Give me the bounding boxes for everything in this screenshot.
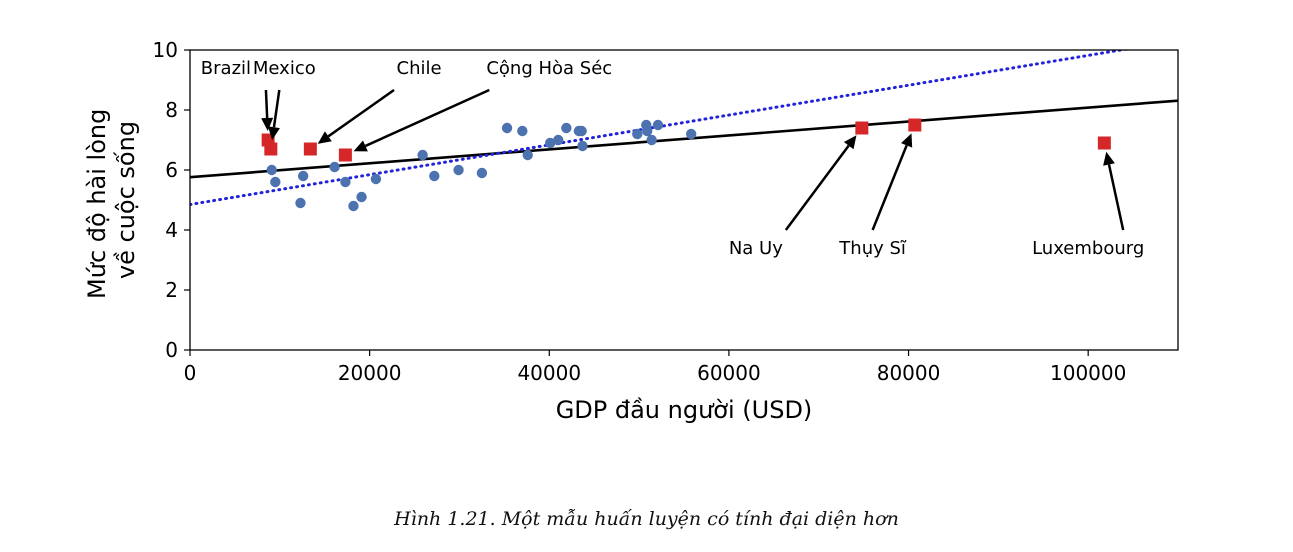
annotation-arrow-line [1107, 164, 1125, 231]
data-point [576, 125, 587, 137]
annotation-arrow-head [268, 126, 280, 141]
highlight-point [908, 118, 922, 132]
y-tick-label: 4 [165, 218, 178, 242]
x-tick-label: 40000 [517, 361, 581, 385]
annotation-arrow-line [871, 144, 908, 231]
data-point [476, 167, 488, 179]
highlight-point [855, 121, 869, 135]
highlight-point [1097, 136, 1111, 150]
annotation-arrow-line [364, 88, 490, 148]
x-axis-label: GDP đầu người (USD) [556, 396, 813, 424]
highlight-point [303, 142, 317, 156]
data-point [266, 164, 277, 176]
annotation-arrow-line [264, 89, 269, 119]
annotation-label: Na Uy [729, 238, 783, 259]
annotation-label: Cộng Hòa Séc [486, 58, 612, 79]
annotation-label: Mexico [253, 58, 316, 79]
annotation-label: Thụy Sĩ [838, 238, 907, 259]
x-tick-label: 0 [184, 361, 197, 385]
data-point [641, 125, 653, 137]
highlight-point [338, 148, 352, 162]
annotation-arrow-line [327, 88, 395, 138]
y-tick-label: 10 [153, 38, 178, 62]
x-tick-label: 20000 [338, 361, 402, 385]
x-tick-label: 80000 [877, 361, 941, 385]
annotation-label: Chile [397, 58, 442, 79]
data-point [632, 128, 643, 140]
y-axis-label-line-2: về cuộc sống [112, 121, 140, 279]
y-tick-label: 2 [165, 278, 178, 302]
data-point [522, 149, 533, 161]
annotation-arrow-head [353, 140, 368, 152]
highlight-point [264, 142, 278, 156]
fit-line-solid [190, 99, 1178, 179]
data-point [429, 170, 440, 182]
data-point [577, 140, 588, 152]
y-tick-label: 0 [165, 338, 178, 362]
data-point [544, 137, 556, 149]
annotation-arrow-head [901, 133, 913, 148]
annotation-arrow-line [784, 144, 850, 231]
x-tick-label: 100000 [1050, 361, 1126, 385]
annotation-label: Luxembourg [1032, 238, 1144, 259]
scatter-chart: Brazil Mexico Chile Cộng Hòa Séc Na Uy Thụy S… [83, 38, 1179, 424]
data-point [417, 149, 428, 161]
data-point [501, 122, 513, 134]
data-point [553, 134, 564, 146]
annotation-arrow-line [272, 89, 281, 128]
plot-frame [189, 49, 1179, 351]
annotation-arrow-head [261, 117, 274, 132]
annotation-arrow-head [843, 135, 857, 150]
annotation-arrow-head [317, 131, 332, 144]
annotation-arrow-head [1103, 151, 1115, 166]
data-point [348, 200, 359, 212]
data-point [646, 134, 657, 146]
y-tick-label: 6 [165, 158, 178, 182]
data-point [685, 128, 697, 140]
data-point [356, 191, 367, 203]
data-point [652, 119, 664, 131]
data-point [453, 164, 464, 176]
data-point [370, 173, 382, 185]
x-tick-label: 60000 [697, 361, 761, 385]
data-point [329, 161, 340, 173]
data-point [270, 176, 281, 188]
fit-line-dotted [190, 50, 1130, 206]
data-point [340, 176, 351, 188]
y-axis-label-line-1: Mức độ hài lòng [83, 109, 111, 299]
data-point [295, 197, 306, 209]
y-tick-label: 8 [165, 98, 178, 122]
annotation-label: Brazil [201, 58, 251, 79]
y-axis-label: Mức độ hài lòng về cuộc sống [83, 101, 140, 299]
data-point [517, 125, 528, 137]
data-point [297, 170, 309, 182]
data-point [561, 122, 572, 134]
figure-caption: Hình 1.21. Một mẫu huấn luyện có tính đạ… [394, 508, 899, 530]
